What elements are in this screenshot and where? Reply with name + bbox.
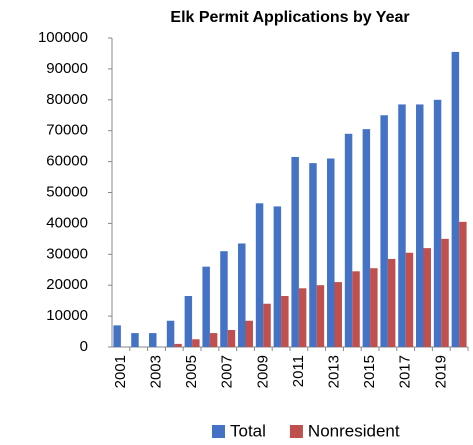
bar (398, 104, 406, 347)
legend-label: Nonresident (308, 421, 400, 440)
x-tick-label: 2009 (254, 355, 271, 388)
bar (255, 203, 264, 347)
y-tick-label: 90000 (46, 60, 88, 77)
bar (309, 163, 317, 347)
legend-swatch (212, 425, 225, 438)
bar (273, 206, 282, 347)
bar (352, 271, 360, 347)
bar (316, 285, 325, 347)
y-tick-label: 0 (80, 338, 88, 355)
y-tick-label: 50000 (46, 183, 88, 200)
bar (184, 296, 193, 347)
x-tick-label: 2019 (432, 355, 449, 388)
bar (405, 252, 414, 347)
y-tick-label: 80000 (46, 91, 88, 108)
bar (238, 243, 246, 347)
bar (220, 251, 228, 347)
bar (209, 333, 218, 347)
x-tick-label: 2013 (325, 355, 342, 388)
y-tick-label: 100000 (38, 29, 88, 46)
legend-swatch (289, 425, 303, 438)
bar (192, 339, 200, 347)
bar (113, 325, 121, 347)
bar (263, 303, 271, 347)
y-tick-label: 30000 (46, 245, 88, 262)
x-tick-label: 2011 (290, 355, 307, 387)
bar (459, 221, 467, 347)
bar (441, 238, 449, 347)
bar (281, 296, 289, 347)
x-tick-label: 2017 (397, 355, 414, 388)
bar (227, 330, 236, 347)
bar (370, 268, 378, 347)
y-tick-label: 70000 (46, 122, 88, 139)
y-tick-label: 10000 (46, 307, 88, 324)
bar (423, 248, 431, 347)
y-tick-label: 60000 (46, 153, 88, 170)
bar (380, 115, 388, 347)
bar (291, 156, 299, 347)
x-tick-label: 2003 (147, 355, 164, 388)
bar (202, 266, 210, 347)
bar (327, 158, 335, 347)
legend-label: Total (230, 421, 266, 440)
y-tick-label: 40000 (46, 214, 88, 231)
bar (174, 343, 182, 347)
bar (131, 333, 139, 347)
bar (451, 51, 460, 347)
bar (362, 129, 371, 347)
bar (387, 258, 396, 347)
x-tick-label: 2005 (183, 355, 200, 388)
bar (149, 333, 157, 347)
bar (298, 288, 307, 347)
bar (166, 320, 175, 347)
chart-title: Elk Permit Applications by Year (170, 9, 409, 26)
bar (245, 320, 253, 347)
x-tick-label: 2015 (361, 355, 378, 388)
bar (416, 104, 424, 347)
bar (344, 133, 353, 347)
y-tick-label: 20000 (46, 276, 88, 293)
x-tick-label: 2001 (112, 355, 129, 388)
bar (433, 99, 442, 347)
bar (334, 282, 342, 347)
x-tick-label: 2007 (219, 355, 236, 388)
